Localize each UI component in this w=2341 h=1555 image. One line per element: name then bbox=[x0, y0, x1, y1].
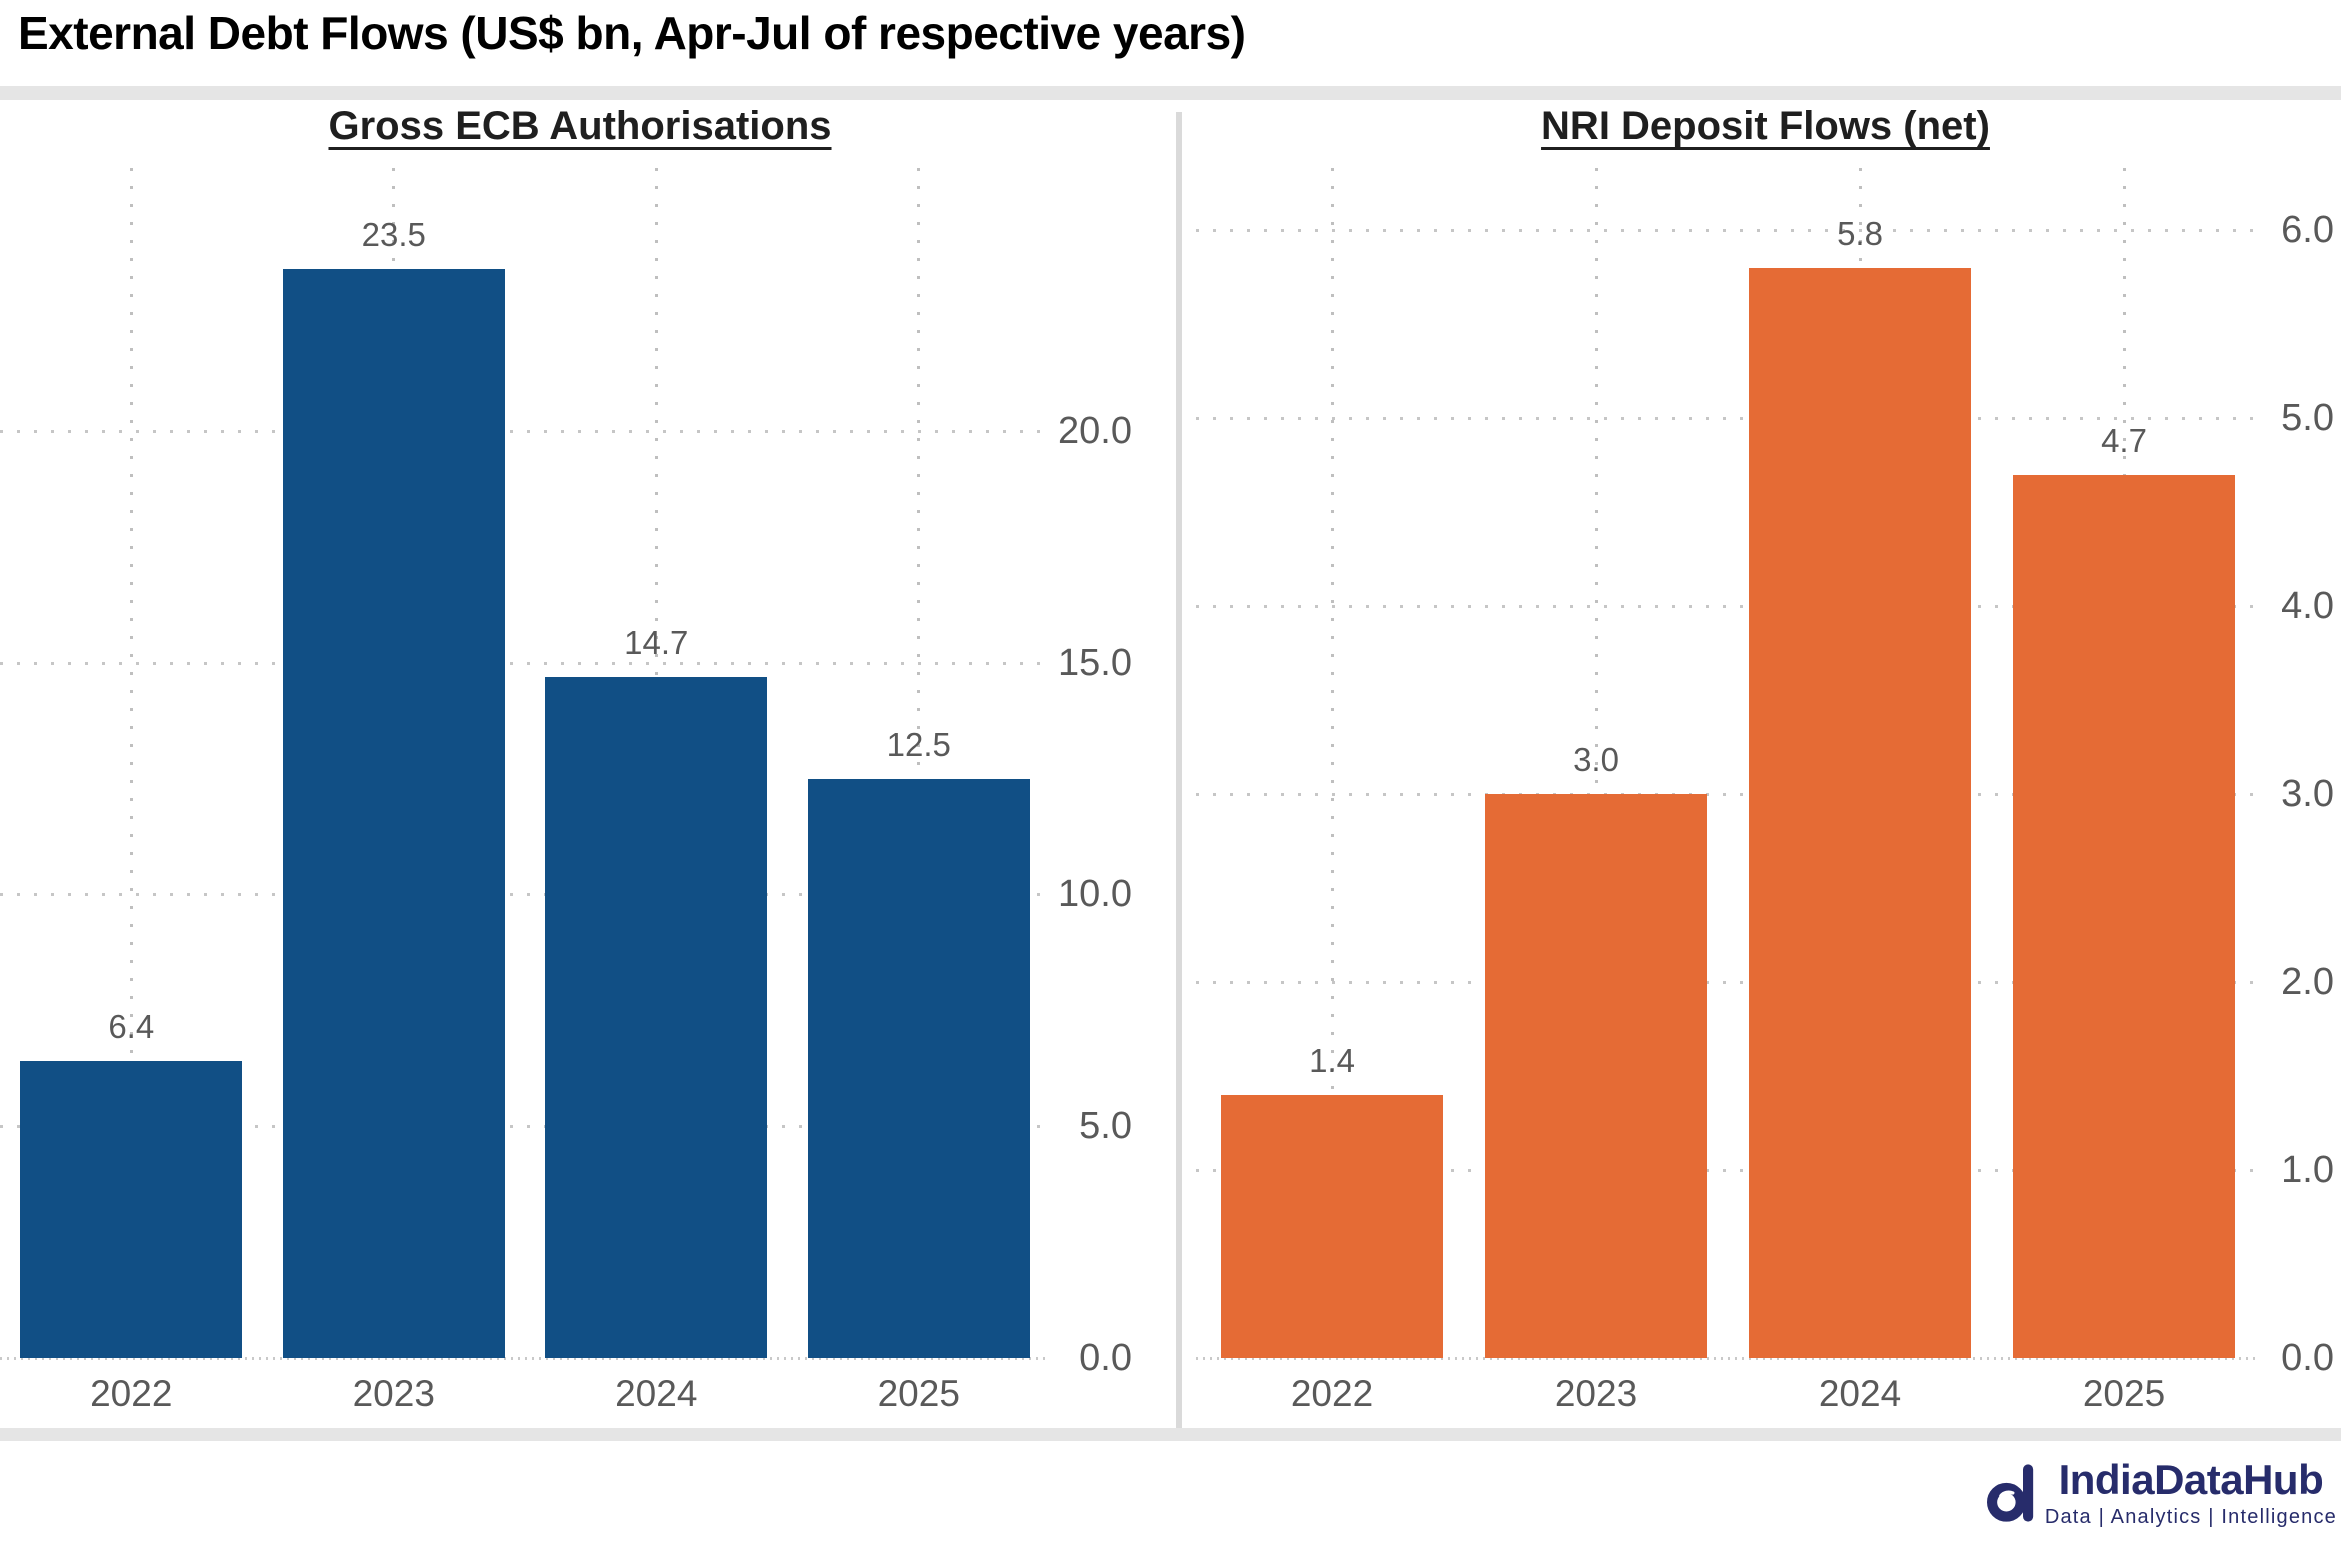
xtick-label-2025: 2025 bbox=[877, 1373, 960, 1414]
panel-divider bbox=[1176, 112, 1182, 1434]
ytick-label: 5.0 bbox=[2281, 397, 2334, 440]
gridline-y-4.0 bbox=[1196, 605, 2256, 609]
bar-2025-gross-ecb[interactable] bbox=[807, 778, 1030, 1358]
bar-value-label: 14.7 bbox=[624, 623, 689, 661]
gridline-y-0.0 bbox=[1196, 1357, 2256, 1360]
gridline-y-10.0 bbox=[0, 893, 1050, 897]
gridline-y-20.0 bbox=[0, 429, 1050, 433]
gridline-x-2022 bbox=[1330, 168, 1334, 1358]
gridline-y-3.0 bbox=[1196, 793, 2256, 797]
bar-2022-gross-ecb[interactable] bbox=[20, 1061, 243, 1358]
page-title: External Debt Flows (US$ bn, Apr-Jul of … bbox=[18, 7, 1246, 59]
bar-2023-nri-deposits[interactable] bbox=[1485, 794, 1707, 1358]
bar-value-label: 23.5 bbox=[361, 215, 426, 253]
ytick-label: 4.0 bbox=[2281, 585, 2334, 628]
gridline-x-2023 bbox=[1594, 168, 1598, 1358]
ytick-label: 3.0 bbox=[2281, 773, 2334, 816]
gridline-y-5.0 bbox=[0, 1125, 1050, 1129]
bar-2023-gross-ecb[interactable] bbox=[282, 268, 505, 1358]
xtick-label-2024: 2024 bbox=[1818, 1373, 1902, 1414]
bar-value-label: 6.4 bbox=[108, 1008, 155, 1046]
bar-2024-nri-deposits[interactable] bbox=[1749, 267, 1971, 1358]
ytick-label: 6.0 bbox=[2281, 209, 2334, 252]
gridline-y-0.0 bbox=[0, 1357, 1050, 1360]
bar-2022-nri-deposits[interactable] bbox=[1221, 1094, 1443, 1358]
brand-tagline: Data | Analytics | Intelligence bbox=[2044, 1506, 2337, 1528]
xtick-label-2025: 2025 bbox=[2082, 1373, 2166, 1414]
bar-value-label: 5.8 bbox=[1837, 214, 1883, 252]
ytick-label: 15.0 bbox=[1058, 641, 1132, 684]
bar-value-label: 3.0 bbox=[1573, 741, 1619, 779]
gridline-x-2022 bbox=[129, 168, 133, 1358]
xtick-label-2023: 2023 bbox=[352, 1373, 435, 1414]
ytick-label: 0.0 bbox=[1079, 1337, 1132, 1379]
ytick-label: 2.0 bbox=[2281, 961, 2334, 1004]
brand-logo: IndiaDataHub Data | Analytics | Intellig… bbox=[1986, 1456, 2337, 1530]
footer-divider bbox=[0, 1428, 2341, 1441]
gridline-y-6.0 bbox=[1196, 229, 2256, 233]
bar-value-label: 12.5 bbox=[886, 725, 951, 763]
gridline-y-15.0 bbox=[0, 661, 1050, 665]
ytick-label: 10.0 bbox=[1058, 873, 1132, 916]
gridline-x-2025 bbox=[917, 168, 921, 1358]
brand-name: IndiaDataHub bbox=[2058, 1456, 2324, 1503]
xtick-label-2023: 2023 bbox=[1554, 1373, 1638, 1414]
ytick-label: 1.0 bbox=[2281, 1149, 2334, 1192]
ytick-label: 20.0 bbox=[1058, 409, 1132, 452]
xtick-label-2024: 2024 bbox=[615, 1373, 698, 1414]
title-divider bbox=[0, 86, 2341, 100]
bar-2024-gross-ecb[interactable] bbox=[545, 676, 768, 1358]
xtick-label-2022: 2022 bbox=[1290, 1373, 1374, 1414]
gridline-y-1.0 bbox=[1196, 1169, 2256, 1173]
left-chart-title: Gross ECB Authorisations bbox=[328, 104, 832, 148]
bar-value-label: 4.7 bbox=[2101, 421, 2147, 459]
right-chart-title: NRI Deposit Flows (net) bbox=[1541, 104, 1990, 148]
ytick-label: 0.0 bbox=[2281, 1337, 2334, 1379]
gridline-y-2.0 bbox=[1196, 981, 2256, 985]
ytick-label: 5.0 bbox=[1079, 1105, 1132, 1148]
bar-value-label: 1.4 bbox=[1309, 1041, 1355, 1079]
gridline-y-5.0 bbox=[1196, 417, 2256, 421]
bar-2025-nri-deposits[interactable] bbox=[2013, 474, 2235, 1358]
magnifier-d-icon bbox=[1986, 1462, 2035, 1524]
xtick-label-2022: 2022 bbox=[90, 1373, 173, 1414]
